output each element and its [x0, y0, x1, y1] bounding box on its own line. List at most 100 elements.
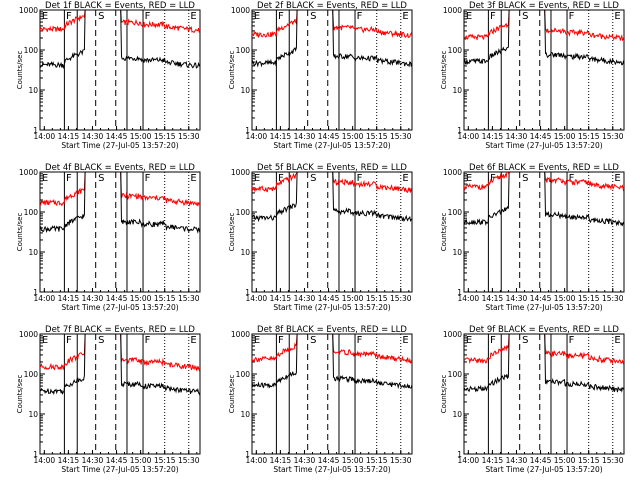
panel-title: Det 1f BLACK = Events, RED = LLD	[45, 1, 195, 11]
marker-letter: F	[278, 335, 284, 346]
marker-letter: F	[66, 173, 72, 184]
y-tick-label: 10	[452, 410, 462, 419]
marker-letter: E	[466, 173, 472, 184]
x-tick-label: 14:30	[82, 456, 104, 465]
x-tick-label: 15:15	[154, 132, 176, 141]
x-tick-label: 14:45	[530, 294, 552, 303]
y-tick-label: 10	[28, 86, 38, 95]
detector-panel-8: Det 8f BLACK = Events, RED = LLD 1 10 100 10…	[228, 325, 413, 474]
y-axis-label: Counts/sec	[440, 213, 448, 252]
marker-letter: F	[569, 11, 575, 22]
marker-letter: E	[254, 173, 260, 184]
x-tick-label: 15:15	[154, 456, 176, 465]
y-tick-label: 1	[457, 288, 462, 297]
marker-letter: S	[522, 173, 528, 184]
marker-letter: E	[614, 11, 620, 22]
x-tick-label: 14:30	[82, 132, 104, 141]
marker-letter: F	[357, 11, 363, 22]
detector-panel-2: Det 2f BLACK = Events, RED = LLD 1 10 100 10…	[228, 1, 413, 150]
x-tick-label: 15:30	[178, 456, 200, 465]
x-tick-label: 15:00	[342, 294, 364, 303]
detector-panel-4: Det 4f BLACK = Events, RED = LLD 1 10 100 10…	[16, 163, 201, 312]
series-events-line	[40, 172, 200, 234]
y-tick-label: 1000	[443, 168, 462, 177]
y-axis-label: Counts/sec	[440, 51, 448, 90]
series-events-line	[40, 10, 200, 70]
y-tick-label: 1	[457, 450, 462, 459]
marker-letter: F	[66, 335, 72, 346]
x-tick-label: 14:45	[106, 294, 128, 303]
detector-panel-3: Det 3f BLACK = Events, RED = LLD 1 10 100 10…	[440, 1, 625, 150]
y-tick-label: 100	[236, 370, 251, 379]
x-tick-label: 14:15	[482, 456, 504, 465]
x-tick-label: 15:30	[390, 456, 412, 465]
marker-letter: S	[310, 335, 316, 346]
marker-letter: S	[522, 335, 528, 346]
marker-letter: E	[254, 335, 260, 346]
x-tick-label: 15:30	[602, 456, 624, 465]
x-axis-label: Start Time (27-Jul-05 13:57:20)	[61, 303, 178, 312]
marker-letter: E	[466, 11, 472, 22]
x-tick-label: 15:00	[554, 132, 576, 141]
y-tick-label: 100	[24, 208, 39, 217]
y-axis-label: Counts/sec	[16, 51, 24, 90]
x-tick-label: 14:15	[270, 456, 292, 465]
marker-letter: S	[98, 173, 104, 184]
series-events-line	[464, 172, 624, 227]
y-tick-label: 1	[245, 126, 250, 135]
y-axis-label: Counts/sec	[228, 213, 236, 252]
marker-letter: E	[402, 335, 408, 346]
x-axis-label: Start Time (27-Jul-05 13:57:20)	[61, 465, 178, 474]
y-tick-label: 10	[240, 248, 250, 257]
series-events-line	[252, 10, 412, 68]
marker-letter: E	[466, 335, 472, 346]
y-tick-label: 1000	[19, 6, 38, 15]
x-tick-label: 14:30	[506, 132, 528, 141]
marker-letter: E	[402, 173, 408, 184]
panel-title: Det 8f BLACK = Events, RED = LLD	[257, 325, 407, 335]
panel-title: Det 3f BLACK = Events, RED = LLD	[469, 1, 619, 11]
marker-letter: F	[278, 173, 284, 184]
x-tick-label: 14:00	[34, 132, 56, 141]
y-tick-label: 1	[33, 288, 38, 297]
x-tick-label: 14:30	[294, 132, 316, 141]
detector-panel-9: Det 9f BLACK = Events, RED = LLD 1 10 100 10…	[440, 325, 625, 474]
y-tick-label: 1000	[19, 168, 38, 177]
x-tick-label: 15:00	[554, 456, 576, 465]
x-tick-label: 14:45	[318, 294, 340, 303]
y-tick-label: 1	[457, 126, 462, 135]
y-tick-label: 1000	[231, 6, 250, 15]
x-tick-label: 15:15	[154, 294, 176, 303]
marker-letter: F	[66, 11, 72, 22]
series-events-line	[40, 334, 200, 396]
y-tick-label: 10	[240, 410, 250, 419]
y-tick-label: 10	[240, 86, 250, 95]
y-tick-label: 100	[24, 370, 39, 379]
x-tick-label: 15:30	[390, 294, 412, 303]
x-tick-label: 15:00	[554, 294, 576, 303]
series-lld-line	[464, 172, 624, 192]
x-tick-label: 14:45	[106, 456, 128, 465]
x-axis-label: Start Time (27-Jul-05 13:57:20)	[485, 303, 602, 312]
panel-title: Det 6f BLACK = Events, RED = LLD	[469, 163, 619, 173]
x-axis-label: Start Time (27-Jul-05 13:57:20)	[273, 303, 390, 312]
series-events-line	[252, 334, 412, 390]
x-tick-label: 15:30	[602, 294, 624, 303]
x-tick-label: 14:30	[506, 294, 528, 303]
marker-letter: F	[145, 173, 151, 184]
x-tick-label: 14:15	[58, 132, 80, 141]
marker-letter: S	[310, 11, 316, 22]
y-tick-label: 1	[245, 288, 250, 297]
marker-letter: S	[310, 173, 316, 184]
x-tick-label: 14:15	[270, 294, 292, 303]
x-tick-label: 15:30	[178, 132, 200, 141]
marker-letter: S	[522, 11, 528, 22]
x-tick-label: 14:00	[34, 294, 56, 303]
x-tick-label: 14:00	[458, 456, 480, 465]
panel-title: Det 2f BLACK = Events, RED = LLD	[257, 1, 407, 11]
marker-letter: E	[42, 173, 48, 184]
y-tick-label: 1000	[443, 6, 462, 15]
x-axis-label: Start Time (27-Jul-05 13:57:20)	[61, 141, 178, 150]
y-tick-label: 10	[452, 248, 462, 257]
x-tick-label: 14:00	[246, 132, 268, 141]
